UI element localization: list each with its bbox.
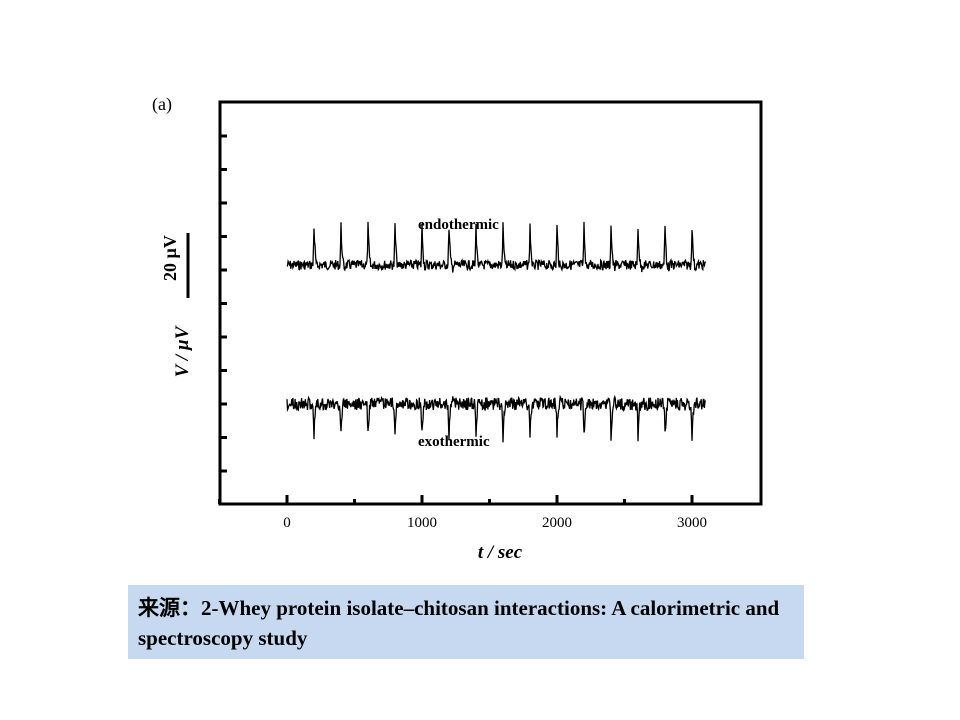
exothermic-trace — [286, 394, 707, 443]
x-tick-label: 1000 — [407, 515, 437, 531]
source-prefix: 来源： — [138, 596, 201, 620]
endothermic-label: endothermic — [418, 217, 499, 233]
source-title: 2-Whey protein isolate–chitosan interact… — [138, 596, 780, 650]
x-axis-label: t / sec — [478, 542, 523, 563]
x-tick-label: 3000 — [677, 515, 707, 531]
y-axis-label: V / µV — [172, 325, 193, 377]
panel-label: (a) — [152, 94, 172, 115]
thermogram-chart: (a) 0 1000 2000 3000 20 µV V / µV endotherm… — [152, 94, 763, 563]
endothermic-trace — [286, 221, 707, 273]
scale-bar-label: 20 µV — [160, 235, 180, 281]
axis-ticks — [218, 134, 694, 504]
source-citation: 来源：2-Whey protein isolate–chitosan inter… — [128, 585, 804, 659]
x-tick-label: 2000 — [542, 515, 572, 531]
x-tick-label: 0 — [283, 515, 291, 531]
plot-frame — [218, 100, 763, 506]
exothermic-label: exothermic — [418, 434, 490, 450]
x-tick-labels: 0 1000 2000 3000 — [283, 515, 707, 531]
